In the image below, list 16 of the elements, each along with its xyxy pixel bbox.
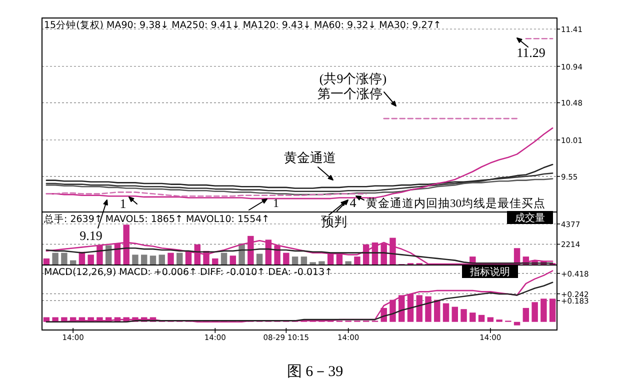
chart-title: 15分钟(复权) MA90: 9.38↓ MA250: 9.41↓ MA120: 9.43↓ MA60: 9.32↓ MA30: 9.27↑ — [44, 19, 442, 31]
annotation: 成交量 — [515, 212, 545, 224]
annotation: 预判 — [321, 214, 347, 229]
annotation: 指标说明 — [469, 266, 510, 278]
caption: 图 6－39 — [286, 364, 344, 380]
annotation: 9.19 — [80, 228, 102, 243]
annotation: 11.29 — [516, 45, 546, 60]
annotation: 第一个涨停 — [318, 86, 382, 101]
annotation: 1 — [120, 196, 126, 211]
annotation: 4 — [350, 195, 357, 210]
chart-title: MACD(12,26,9) MACD: +0.006↑ DIFF: -0.010↑ DEA: -0.013↑ — [44, 267, 333, 278]
chart-title: 总手: 2639↑ MAVOL5: 1865↑ MAVOL10: 1554↑ — [43, 213, 270, 225]
annotation: 1 — [273, 196, 279, 210]
annotation: (共9个涨停) — [319, 71, 387, 86]
annotation: 黄金通道内回抽30均线是最佳买点 — [366, 197, 546, 210]
annotation: 黄金通道 — [284, 150, 336, 165]
